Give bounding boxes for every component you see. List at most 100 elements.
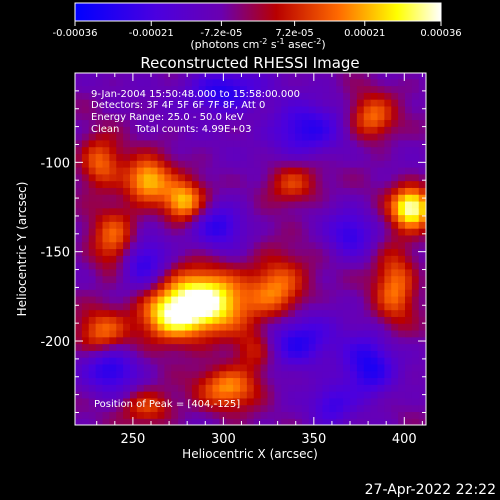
heatmap-cell [418,363,426,372]
heatmap-cell [178,309,186,317]
heatmap-cell [164,119,172,127]
heatmap-cell [308,404,317,413]
heatmap-cell [398,73,406,80]
heatmap-cell [178,85,186,93]
heatmap-cell [308,343,317,351]
heatmap-cell [253,73,262,80]
heatmap-cell [370,357,379,365]
heatmap-cell [178,105,186,114]
heatmap-cell [136,160,145,168]
heatmap-cell [308,166,317,175]
heatmap-cell [116,228,124,236]
heatmap-cell [253,126,262,134]
heatmap-cell [336,194,344,202]
heatmap-cell [150,78,159,87]
heatmap-cell [130,248,138,256]
heatmap-cell [219,370,227,379]
colorbar: -0.00036 -0.00021 -7.2e-05 7.2e-05 0.00021 0.… [53,2,462,51]
heatmap-cell [391,323,399,331]
heatmap-cell [212,200,220,209]
heatmap-cell [391,404,399,413]
heatmap-cell [356,139,365,148]
heatmap-cell [123,248,131,256]
heatmap-cell [281,200,289,209]
heatmap-cell [109,78,117,87]
heatmap-cell [212,221,220,229]
heatmap-cell [274,255,282,263]
heatmap-cell [150,133,159,141]
heatmap-cell [336,160,344,168]
heatmap-cell [301,133,310,141]
heatmap-cell [102,397,110,406]
heatmap-cell [143,418,152,425]
heatmap-cell [130,309,138,317]
heatmap-cell [178,357,186,365]
heatmap-cell [116,180,124,188]
heatmap-cell [116,234,124,243]
heatmap-cell [274,85,282,93]
heatmap-cell [150,248,159,256]
heatmap-cell [205,309,214,317]
heatmap-cell [418,268,426,277]
heatmap-cell [226,241,234,250]
heatmap-cell [123,221,131,229]
heatmap-cell [363,336,372,345]
heatmap-cell [205,329,214,338]
heatmap-cell [123,126,131,134]
heatmap-cell [301,160,310,168]
heatmap-cell [191,295,200,304]
heatmap-cell [191,404,200,413]
heatmap-cell [363,316,372,324]
heatmap-cell [136,282,145,290]
heatmap-cell [281,418,289,425]
heatmap-cell [212,363,220,372]
heatmap-cell [322,302,330,311]
heatmap-cell [157,370,165,379]
heatmap-cell [164,309,172,317]
heatmap-cell [123,295,131,304]
heatmap-cell [81,289,90,297]
heatmap-cell [123,166,131,175]
heatmap-cell [350,316,358,324]
heatmap-cell [205,323,214,331]
heatmap-cell [384,200,392,209]
heatmap-cell [233,126,241,134]
heatmap-cell [95,139,104,148]
heatmap-cell [274,350,282,358]
heatmap-cell [205,92,214,100]
heatmap-cell [377,173,385,182]
heatmap-cell [205,377,214,385]
heatmap-cell [260,397,269,406]
heatmap-cell [102,160,110,168]
heatmap-cell [405,146,413,155]
heatmap-cell [405,370,413,379]
heatmap-cell [150,173,159,182]
heatmap-cell [418,295,426,304]
heatmap-cell [425,119,426,127]
heatmap-cell [109,357,117,365]
heatmap-cell [274,194,282,202]
heatmap-cell [405,173,413,182]
heatmap-cell [295,146,303,155]
heatmap-cell [150,153,159,161]
heatmap-cell [391,418,399,425]
heatmap-cell [219,323,227,331]
heatmap-cell [130,377,138,385]
heatmap-cell [157,200,165,209]
heatmap-cell [411,194,420,202]
heatmap-cell [295,282,303,290]
heatmap-cell [185,397,193,406]
heatmap-cell [109,404,117,413]
heatmap-cell [329,268,337,277]
heatmap-cell [205,99,214,107]
heatmap-cell [226,105,234,114]
heatmap-cell [274,92,282,100]
heatmap-cell [205,418,214,425]
heatmap-cell [212,370,220,379]
heatmap-cell [205,180,214,188]
heatmap-cell [150,255,159,263]
heatmap-cell [102,112,110,121]
heatmap-cell [185,370,193,379]
heatmap-cell [178,119,186,127]
heatmap-cell [95,411,104,419]
